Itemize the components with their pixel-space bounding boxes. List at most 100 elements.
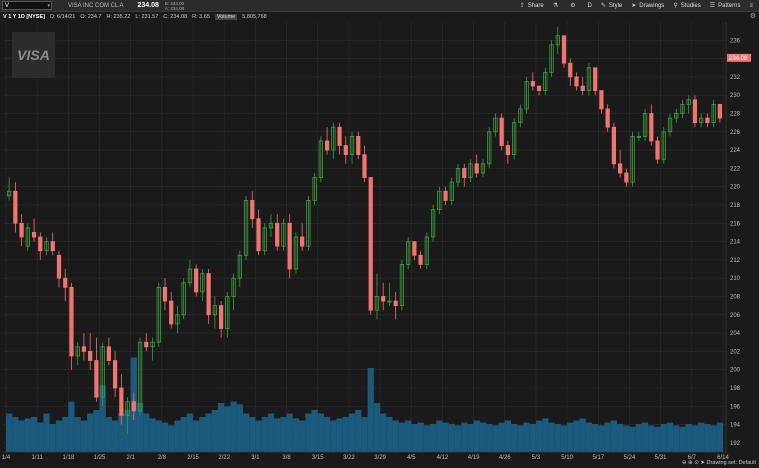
candle-body — [300, 236, 305, 247]
y-tick-label: 212 — [730, 258, 741, 264]
candle-body — [318, 140, 323, 178]
candle-body — [642, 113, 648, 137]
share-button[interactable]: ⇪ Share — [519, 2, 544, 10]
volume-bar — [43, 413, 50, 452]
volume-bar — [242, 413, 250, 452]
candle-body — [243, 200, 249, 256]
candle-body — [268, 222, 274, 229]
last-price-tag-label: 234.08 — [729, 56, 748, 62]
y-tick-label: 224 — [730, 148, 741, 154]
volume-bar — [542, 418, 549, 452]
x-tick-label: 2/22 — [218, 455, 230, 461]
volume-bar — [610, 420, 618, 452]
candle-body — [686, 99, 691, 105]
studies-button[interactable]: ⚲ Studies — [673, 2, 701, 10]
candle-body — [630, 135, 635, 183]
x-tick-label: 3/1 — [251, 455, 260, 461]
candle-body — [661, 131, 666, 160]
x-tick-label: 5/31 — [655, 455, 667, 461]
candle-body — [287, 222, 292, 270]
candle-body — [218, 305, 224, 329]
zoom-icons[interactable]: ⊖ ⊕ ⊙ ➤ — [681, 460, 707, 466]
volume-bar — [486, 424, 493, 452]
volume-bar — [149, 418, 156, 452]
menu-icon: ≡ — [749, 2, 753, 9]
volume-bar — [411, 424, 418, 452]
candle-body — [200, 273, 205, 293]
candle-body — [137, 341, 143, 412]
candle-body — [144, 341, 149, 348]
candle-body — [7, 190, 12, 197]
volume-bar — [55, 420, 63, 452]
candle-body — [530, 81, 535, 87]
info-close: C: 234.08 — [163, 13, 188, 20]
flask-button[interactable]: ⚗ — [553, 2, 561, 9]
volume-bar — [342, 417, 349, 452]
candle-body — [593, 67, 598, 92]
candle-body — [187, 268, 193, 284]
volume-label[interactable]: Volume — [214, 13, 238, 20]
volume-bar — [186, 413, 194, 452]
x-tick-label: 2/1 — [127, 455, 136, 461]
volume-bar — [648, 425, 655, 452]
style-button[interactable]: ✎ Style — [600, 2, 623, 10]
y-tick-label: 200 — [730, 368, 741, 374]
menu-button[interactable]: ≡ — [749, 3, 756, 9]
candle-body — [499, 117, 504, 146]
volume-bar — [93, 410, 100, 452]
volume-bar — [423, 425, 430, 452]
chart-settings-icon[interactable]: ⚙ — [749, 13, 756, 20]
volume-bar — [467, 424, 474, 452]
candle-body — [493, 117, 498, 133]
volume-bar — [573, 420, 580, 452]
candle-body — [512, 122, 517, 156]
volume-bar — [454, 425, 462, 452]
candle-body — [63, 277, 68, 288]
candle-body — [94, 360, 99, 398]
volume-bar — [380, 413, 387, 452]
candle-body — [406, 241, 411, 265]
x-tick-label: 5/24 — [624, 455, 636, 461]
volume-bar — [118, 413, 125, 452]
candle-body — [119, 387, 124, 416]
candle-body — [106, 346, 111, 361]
candle-body — [424, 236, 429, 265]
symbol-input[interactable]: V ▾ — [2, 1, 52, 10]
y-tick-label: 226 — [730, 130, 741, 136]
volume-bar — [498, 422, 505, 452]
volume-bar — [716, 422, 723, 452]
candle-body — [237, 254, 242, 279]
volume-bar — [673, 425, 680, 452]
candle-body — [674, 113, 679, 119]
volume-bar — [623, 425, 630, 452]
candle-body — [418, 254, 423, 265]
candle-body — [705, 117, 710, 124]
volume-bar — [299, 420, 306, 452]
volume-bar — [417, 422, 424, 452]
volume-bar — [143, 413, 150, 452]
interval-button[interactable]: D — [587, 2, 592, 9]
candle-body — [306, 200, 311, 247]
volume-bar — [567, 422, 574, 452]
candle-body — [667, 117, 673, 133]
volume-bar — [473, 420, 480, 452]
settings-button[interactable]: ⚙ — [570, 2, 578, 9]
volume-bar — [174, 420, 181, 452]
y-tick-label: 210 — [730, 276, 741, 282]
info-date: D: 6/14/21 — [49, 13, 76, 20]
volume-bar — [24, 418, 31, 452]
y-tick-label: 194 — [730, 423, 741, 429]
candle-body — [256, 218, 261, 252]
drawings-button[interactable]: ➤ Drawings — [631, 2, 665, 10]
candle-body — [568, 62, 573, 78]
volume-bar — [168, 425, 175, 452]
volume-bar — [517, 425, 524, 452]
x-tick-label: 5/3 — [532, 455, 541, 461]
patterns-button[interactable]: ☰ Patterns — [709, 2, 741, 10]
volume-bar — [361, 417, 368, 452]
volume-bar — [236, 404, 243, 452]
candle-body — [455, 167, 461, 183]
visa-logo: VISA — [12, 32, 55, 78]
volume-bar — [292, 418, 300, 452]
